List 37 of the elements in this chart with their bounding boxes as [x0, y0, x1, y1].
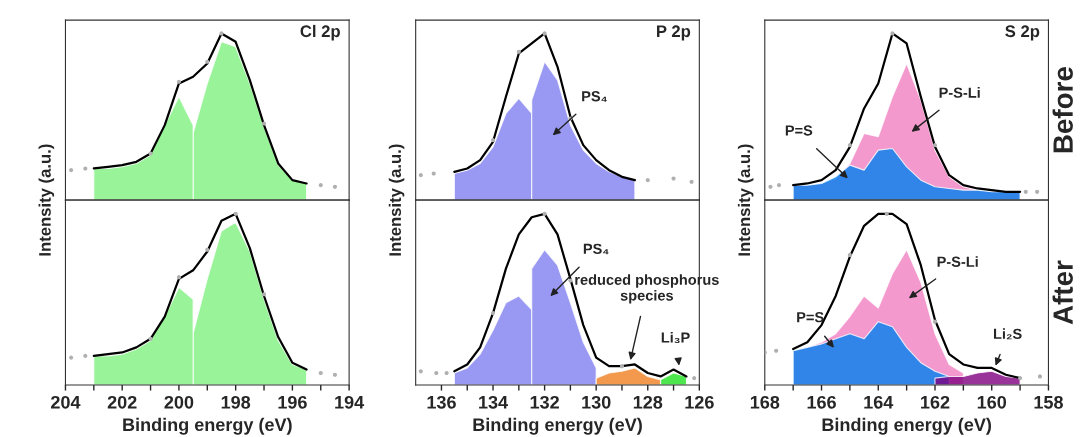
annotation: P-S-Li	[939, 87, 980, 98]
x-tick-label: 130	[582, 395, 611, 409]
x-axis-title: Binding energy (eV)	[123, 417, 292, 435]
x-tick-label: 160	[977, 395, 1007, 409]
x-tick-label: 158	[1034, 395, 1063, 409]
annotation: PS₄	[583, 243, 609, 255]
x-tick-label: 200	[164, 395, 194, 409]
annotation: P=S	[785, 125, 813, 136]
annotation: P=S	[797, 312, 824, 323]
y-axis-title: Intensity (a.u.)	[388, 144, 405, 256]
x-tick-label: 136	[427, 395, 456, 409]
x-tick-label: 168	[750, 395, 780, 409]
x-tick-label: 128	[633, 395, 663, 409]
chart-title: S 2p	[1005, 25, 1040, 41]
text: After	[1052, 260, 1073, 325]
x-tick-label: 166	[807, 395, 836, 409]
x-tick-label: 194	[335, 395, 365, 409]
x-tick-label: 196	[278, 395, 307, 409]
text: Before	[1052, 67, 1073, 153]
x-tick-label: 204	[51, 395, 81, 409]
x-tick-label: 164	[864, 395, 894, 409]
y-axis-title: Intensity (a.u.)	[737, 144, 754, 256]
x-tick-label: 162	[921, 395, 950, 409]
chart-title: Cl 2p	[300, 24, 340, 41]
annotation: Li₃P	[661, 331, 690, 344]
x-tick-label: 126	[685, 395, 714, 409]
chart-title: P 2p	[657, 25, 691, 41]
annotation: P-S-Li	[937, 256, 978, 267]
x-tick-label: 198	[221, 395, 251, 409]
x-axis-title: Binding energy (eV)	[822, 417, 991, 435]
y-axis-title: Intensity (a.u.)	[38, 144, 55, 256]
annotation: Li₂S	[994, 328, 1022, 340]
x-tick-label: 134	[479, 395, 508, 409]
x-axis-title: Binding energy (eV)	[473, 417, 642, 435]
annotation: PS₄	[582, 91, 607, 102]
x-tick-label: 132	[530, 395, 559, 409]
x-tick-label: 202	[107, 395, 137, 409]
